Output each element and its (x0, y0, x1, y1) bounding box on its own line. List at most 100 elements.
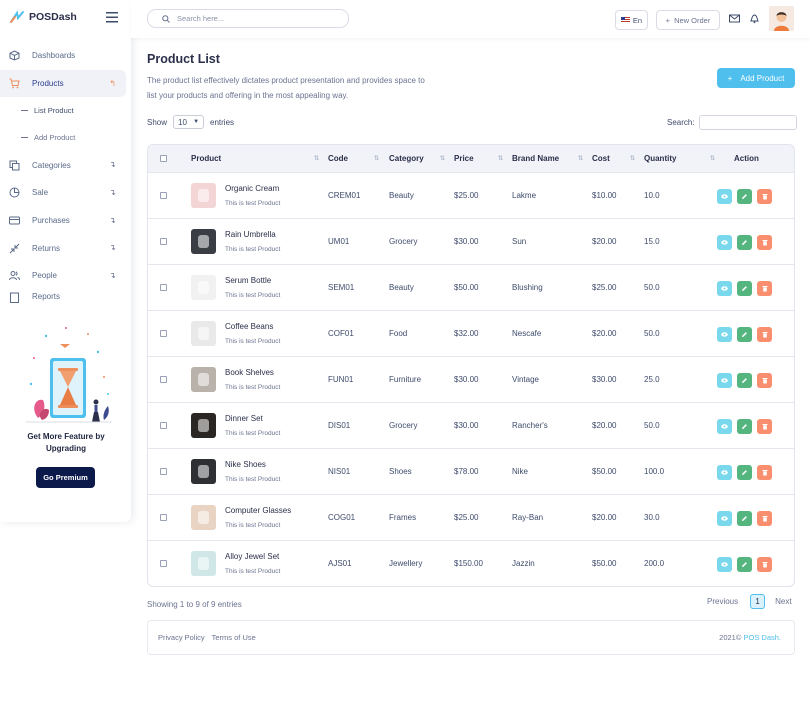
delete-button[interactable] (757, 419, 772, 434)
row-checkbox[interactable] (160, 468, 167, 475)
delete-button[interactable] (757, 465, 772, 480)
sort-icon[interactable]: ⇅ (314, 156, 320, 162)
product-name[interactable]: Rain Umbrella (225, 230, 276, 239)
cell-quantity: 100.0 (644, 467, 665, 476)
new-order-button[interactable]: + New Order (656, 10, 720, 30)
sort-icon[interactable]: ⇅ (498, 156, 504, 162)
row-checkbox-cell[interactable] (160, 219, 167, 264)
header-brand[interactable]: Brand Name (512, 154, 560, 163)
row-checkbox[interactable] (160, 284, 167, 291)
edit-button[interactable] (737, 189, 752, 204)
edit-button[interactable] (737, 235, 752, 250)
view-button[interactable] (717, 557, 732, 572)
sidebar-item-reports[interactable]: Reports (0, 290, 131, 304)
sort-icon[interactable]: ⇅ (710, 156, 716, 162)
sidebar-subitem-list-product[interactable]: List Product (0, 97, 131, 124)
row-checkbox[interactable] (160, 560, 167, 567)
header-code[interactable]: Code (328, 154, 348, 163)
header-cost[interactable]: Cost (592, 154, 610, 163)
privacy-policy-link[interactable]: Privacy Policy (158, 633, 205, 642)
row-checkbox[interactable] (160, 192, 167, 199)
view-button[interactable] (717, 281, 732, 296)
sort-icon[interactable]: ⇅ (578, 156, 584, 162)
edit-button[interactable] (737, 373, 752, 388)
row-checkbox-cell[interactable] (160, 495, 167, 540)
delete-button[interactable] (757, 373, 772, 388)
checkbox[interactable] (160, 155, 167, 162)
entries-select[interactable]: 10 ▼ (173, 115, 205, 129)
row-checkbox[interactable] (160, 330, 167, 337)
row-checkbox[interactable] (160, 514, 167, 521)
view-button[interactable] (717, 327, 732, 342)
sidebar-item-returns[interactable]: Returns ↴ (0, 234, 131, 262)
sidebar-item-products[interactable]: Products ↰ (0, 69, 126, 98)
row-checkbox-cell[interactable] (160, 265, 167, 310)
sidebar-item-dashboards[interactable]: Dashboards (0, 42, 131, 70)
edit-button[interactable] (737, 557, 752, 572)
sidebar-subitem-add-product[interactable]: Add Product (0, 124, 131, 151)
product-name[interactable]: Book Shelves (225, 368, 274, 377)
product-name[interactable]: Serum Bottle (225, 276, 272, 285)
menu-icon[interactable] (106, 12, 118, 23)
sidebar-item-purchases[interactable]: Purchases ↴ (0, 207, 131, 235)
language-selector[interactable]: En (615, 10, 648, 30)
delete-button[interactable] (757, 511, 772, 526)
product-name[interactable]: Nike Shoes (225, 460, 266, 469)
row-checkbox-cell[interactable] (160, 541, 167, 586)
delete-button[interactable] (757, 189, 772, 204)
sort-icon[interactable]: ⇅ (630, 156, 636, 162)
sidebar-item-sale[interactable]: Sale ↴ (0, 179, 131, 207)
header-product[interactable]: Product (191, 154, 222, 163)
edit-button[interactable] (737, 281, 752, 296)
view-button[interactable] (717, 419, 732, 434)
product-name[interactable]: Alloy Jewel Set (225, 552, 280, 561)
previous-button[interactable]: Previous (707, 597, 739, 606)
row-checkbox-cell[interactable] (160, 357, 167, 402)
row-checkbox[interactable] (160, 422, 167, 429)
edit-button[interactable] (737, 465, 752, 480)
user-avatar[interactable] (769, 6, 794, 31)
mail-icon[interactable] (729, 13, 740, 24)
view-button[interactable] (717, 511, 732, 526)
search-input[interactable]: Search here... (147, 9, 349, 28)
add-product-button[interactable]: + Add Product (717, 68, 795, 88)
row-checkbox-cell[interactable] (160, 311, 167, 356)
thumb-object-icon (198, 419, 209, 432)
go-premium-button[interactable]: Go Premium (36, 467, 95, 488)
edit-button[interactable] (737, 327, 752, 342)
row-checkbox-cell[interactable] (160, 449, 167, 494)
sort-icon[interactable]: ⇅ (374, 156, 380, 162)
footer-brand-link[interactable]: POS Dash. (743, 633, 781, 642)
product-name[interactable]: Organic Cream (225, 184, 280, 193)
edit-button[interactable] (737, 511, 752, 526)
view-button[interactable] (717, 235, 732, 250)
row-checkbox-cell[interactable] (160, 173, 167, 218)
next-button[interactable]: Next (775, 597, 792, 606)
sidebar-item-categories[interactable]: Categories ↴ (0, 151, 131, 179)
bell-icon[interactable] (749, 13, 760, 24)
product-name[interactable]: Computer Glasses (225, 506, 292, 515)
header-price[interactable]: Price (454, 154, 474, 163)
view-button[interactable] (717, 189, 732, 204)
edit-button[interactable] (737, 419, 752, 434)
row-checkbox-cell[interactable] (160, 403, 167, 448)
sort-icon[interactable]: ⇅ (440, 156, 446, 162)
table-search-input[interactable] (698, 115, 797, 130)
row-checkbox[interactable] (160, 376, 167, 383)
view-button[interactable] (717, 465, 732, 480)
delete-button[interactable] (757, 327, 772, 342)
delete-button[interactable] (757, 281, 772, 296)
product-name[interactable]: Coffee Beans (225, 322, 274, 331)
select-all-checkbox[interactable] (160, 145, 167, 172)
delete-button[interactable] (757, 557, 772, 572)
delete-button[interactable] (757, 235, 772, 250)
header-category[interactable]: Category (389, 154, 424, 163)
page-1-button[interactable]: 1 (750, 594, 766, 609)
app-logo[interactable]: POSDash (9, 9, 77, 25)
terms-of-use-link[interactable]: Terms of Use (211, 633, 256, 642)
view-button[interactable] (717, 373, 732, 388)
row-checkbox[interactable] (160, 238, 167, 245)
product-name[interactable]: Dinner Set (225, 414, 263, 423)
sidebar-item-people[interactable]: People ↴ (0, 262, 131, 290)
header-quantity[interactable]: Quantity (644, 154, 677, 163)
